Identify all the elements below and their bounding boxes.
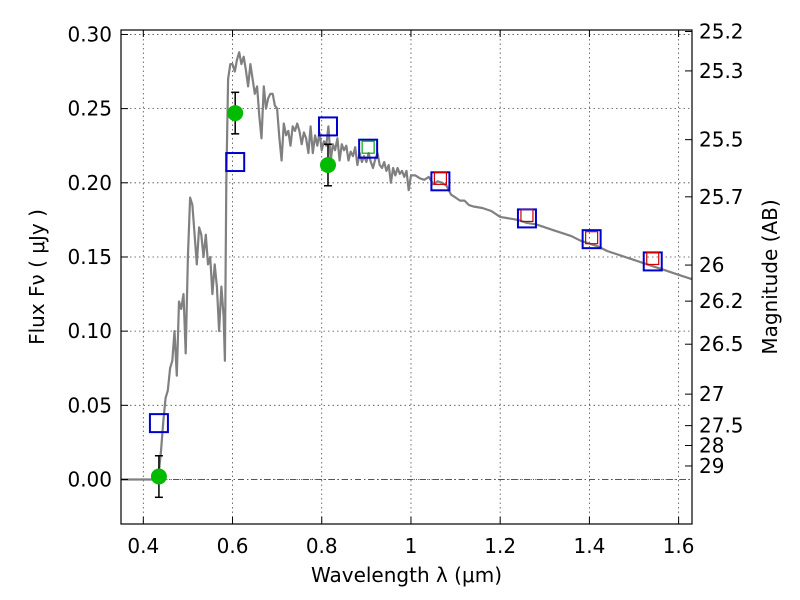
y2-tick-label: 26 (699, 253, 724, 277)
x-tick-label: 0.4 (127, 534, 159, 558)
y-tick-label: 0.15 (67, 245, 112, 269)
tick-layer: 0.4 0.6 0.8 1 1.2 1.4 1.6 0.00 0.05 0.10 0.15 0.20 0… (67, 19, 743, 558)
y2-tick-label: 28 (699, 434, 724, 458)
x-tick-label: 1.2 (484, 534, 516, 558)
model-photometry-square (358, 138, 379, 159)
x-tick-label: 0.8 (306, 534, 338, 558)
observed-flux-point (227, 105, 244, 122)
y2-tick-label: 26.2 (699, 289, 744, 313)
model-photometry-square (225, 152, 246, 173)
label-layer: Wavelength λ (μm) Flux Fν ( μJy ) Magnit… (25, 199, 782, 587)
observed-flux-point (150, 468, 167, 485)
y2-tick-label: 27 (699, 382, 724, 406)
observed-flux-point (319, 156, 336, 173)
model-spectrum-line (121, 51, 693, 481)
inner-red-square (585, 231, 599, 245)
y-tick-label: 0.10 (67, 319, 112, 343)
y2-tick-label: 25.7 (699, 185, 744, 209)
x-tick-label: 1 (405, 534, 418, 558)
x-tick-label: 1.6 (663, 534, 695, 558)
plot-frame (120, 29, 693, 525)
x-tick-label: 0.6 (217, 534, 249, 558)
inner-red-square (646, 251, 660, 266)
y-axis-label: Flux Fν ( μJy ) (25, 209, 49, 345)
y2-tick-label: 25.2 (699, 19, 744, 43)
inner-green-square (361, 140, 375, 154)
model-layer (121, 51, 693, 481)
y-tick-label: 0.05 (67, 393, 112, 417)
inner-red-square (433, 171, 448, 185)
model-photometry-square (581, 229, 602, 250)
grid-layer (121, 30, 692, 524)
marker-layer (148, 91, 663, 499)
y2-tick-label: 29 (699, 454, 724, 478)
y-tick-label: 0.25 (67, 97, 112, 121)
y2-tick-label: 27.5 (699, 414, 744, 438)
y2-tick-label: 25.3 (699, 59, 744, 83)
y2-tick-label: 25.5 (699, 128, 744, 152)
x-tick-label: 1.4 (573, 534, 605, 558)
x-axis-label: Wavelength λ (μm) (311, 563, 502, 587)
y-tick-label: 0.00 (67, 467, 112, 491)
y-tick-label: 0.20 (67, 171, 112, 195)
model-photometry-square (148, 413, 169, 434)
inner-red-square (520, 208, 534, 223)
y2-axis-label: Magnitude (AB) (758, 199, 782, 354)
y2-tick-label: 26.5 (699, 332, 744, 356)
y-tick-label: 0.30 (67, 22, 112, 46)
model-photometry-square (317, 116, 338, 137)
